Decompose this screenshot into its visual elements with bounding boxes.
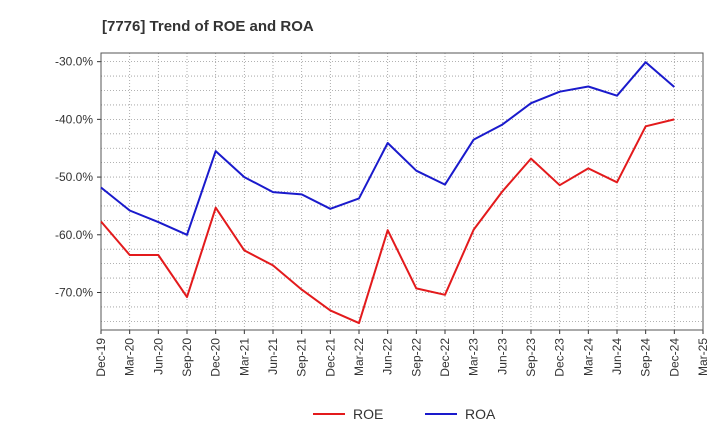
y-tick-label: -40.0% <box>55 112 93 126</box>
x-tick-label: Sep-22 <box>409 338 423 377</box>
x-tick-label: Sep-21 <box>295 338 309 377</box>
x-tick-label: Jun-20 <box>151 338 165 375</box>
x-tick-label: Mar-24 <box>581 338 595 376</box>
x-tick-label: Sep-24 <box>639 338 653 377</box>
y-tick-label: -70.0% <box>55 285 93 299</box>
x-tick-label: Jun-23 <box>495 338 509 375</box>
x-tick-label: Sep-20 <box>180 338 194 377</box>
x-tick-label: Dec-19 <box>94 338 108 377</box>
series-line-roe <box>100 118 675 325</box>
legend-label-roe: ROE <box>353 406 383 422</box>
x-tick-label: Jun-22 <box>381 338 395 375</box>
x-tick-label: Mar-23 <box>467 338 481 376</box>
plot-frame <box>100 52 704 331</box>
plot-area: -30.0% -40.0% -50.0% -60.0% -70.0% Dec-19 Mar-… <box>55 52 710 377</box>
legend: ROE ROA <box>313 406 496 422</box>
x-tick-label: Sep-23 <box>524 338 538 377</box>
x-tick-label: Mar-22 <box>352 338 366 376</box>
chart-title: [7776] Trend of ROE and ROA <box>102 18 314 35</box>
x-tick-label: Dec-22 <box>438 338 452 377</box>
legend-label-roa: ROA <box>465 406 496 422</box>
x-tick-label: Dec-21 <box>323 338 337 377</box>
x-tick-label: Jun-24 <box>610 338 624 375</box>
series-line-roa <box>100 61 675 236</box>
x-tick-label: Dec-24 <box>667 338 681 377</box>
x-tick-label: Dec-20 <box>209 338 223 377</box>
y-tick-label: -50.0% <box>55 170 93 184</box>
x-tick-label: Jun-21 <box>266 338 280 375</box>
x-tick-label: Mar-21 <box>237 338 251 376</box>
x-tick-label: Mar-25 <box>696 338 710 376</box>
y-tick-label: -60.0% <box>55 228 93 242</box>
x-tick-label: Dec-23 <box>553 338 567 377</box>
x-tick-label: Mar-20 <box>123 338 137 376</box>
y-tick-label: -30.0% <box>55 55 93 69</box>
